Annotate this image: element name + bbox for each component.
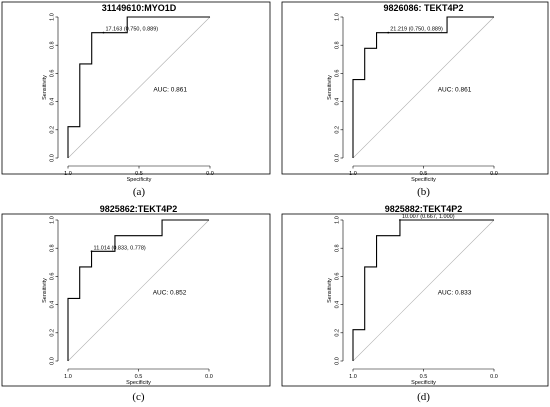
threshold-point <box>90 250 93 253</box>
reference-diagonal <box>67 219 210 362</box>
x-tick-label: 0.5 <box>135 374 143 380</box>
x-tick-label: 1.0 <box>64 171 72 177</box>
threshold-annotation: 10.007 (0.667, 1.000) <box>402 214 455 220</box>
y-tick-label: 0.6 <box>50 273 56 281</box>
x-tick-label: 1.0 <box>349 171 357 177</box>
x-tick-label: 0.5 <box>420 374 428 380</box>
y-axis-label: Sensitivity <box>42 278 48 303</box>
y-tick-label: 0.6 <box>335 70 341 78</box>
y-tick-label: 0.8 <box>50 41 56 49</box>
panel-caption: (c) <box>132 391 145 403</box>
auc-label: AUC: 0.861 <box>153 87 187 94</box>
chart-title: 9825862:TEKT4P2 <box>100 204 178 214</box>
x-tick-label: 1.0 <box>349 374 357 380</box>
threshold-annotation: 11.014 (0.833, 0.778) <box>94 245 146 251</box>
y-tick-label: 1.0 <box>50 216 56 224</box>
y-tick-label: 0.2 <box>50 126 56 134</box>
reference-diagonal <box>67 16 211 159</box>
x-tick-label: 0.0 <box>490 171 498 177</box>
threshold-annotation: 21.219 (0.750, 0.889) <box>390 27 443 33</box>
panel-frame <box>281 213 549 387</box>
y-tick-label: 0.6 <box>335 273 341 281</box>
y-tick-label: 0.8 <box>50 244 56 252</box>
x-tick-label: 0.5 <box>420 171 428 177</box>
auc-label: AUC: 0.833 <box>438 290 472 297</box>
y-tick-label: 0.0 <box>50 357 56 365</box>
roc-panel: 9825882:TEKT4P2 0.0 0.2 0.4 0.6 0.8 1.0 Sensiti… <box>281 204 549 403</box>
x-tick-label: 0.0 <box>205 374 213 380</box>
y-tick-label: 0.0 <box>50 154 56 162</box>
x-tick-label: 0.0 <box>206 171 214 177</box>
panel-frame <box>1 1 271 175</box>
y-tick-label: 0.4 <box>50 301 56 309</box>
y-tick-label: 0.2 <box>335 126 341 134</box>
y-axis-label: Sensitivity <box>42 75 48 100</box>
y-tick-label: 0.4 <box>335 98 341 106</box>
roc-panel: 9826086: TEKT4P2 0.0 0.2 0.4 0.6 0.8 1.0 Sensit… <box>281 1 549 198</box>
auc-label: AUC: 0.852 <box>153 290 187 297</box>
y-tick-label: 1.0 <box>335 13 341 21</box>
y-tick-label: 0.8 <box>335 41 341 49</box>
x-tick-label: 0.5 <box>135 171 143 177</box>
y-tick-label: 1.0 <box>50 13 56 21</box>
x-tick-label: 0.0 <box>490 374 498 380</box>
threshold-point <box>387 31 390 34</box>
panel-caption: (b) <box>417 186 430 198</box>
reference-diagonal <box>352 16 495 159</box>
y-axis-label: Sensitivity <box>327 75 333 100</box>
y-tick-label: 0.4 <box>50 98 56 106</box>
y-tick-label: 0.4 <box>335 301 341 309</box>
y-tick-label: 0.8 <box>335 244 341 252</box>
threshold-annotation: 17.163 (0.750, 0.889) <box>106 27 159 33</box>
roc-curve <box>352 16 494 158</box>
roc-curve <box>352 219 494 361</box>
y-tick-label: 0.2 <box>50 329 56 337</box>
threshold-point <box>102 31 105 34</box>
panel-frame <box>281 1 549 175</box>
threshold-point <box>399 219 401 221</box>
y-axis-label: Sensitivity <box>327 278 333 303</box>
roc-panel: 31149610:MYO1D 0.0 0.2 0.4 0.6 0.8 1.0 Sensitiv… <box>1 1 271 198</box>
roc-panel: 9825862:TEKT4P2 0.0 0.2 0.4 0.6 0.8 1.0 Sensiti… <box>1 204 271 403</box>
panel-frame <box>1 213 271 387</box>
chart-title: 9826086: TEKT4P2 <box>383 3 463 13</box>
y-tick-label: 0.6 <box>50 70 56 78</box>
x-axis-label: Specificity <box>411 380 436 386</box>
auc-label: AUC: 0.861 <box>438 87 472 94</box>
y-tick-label: 0.0 <box>335 357 341 365</box>
x-axis-label: Specificity <box>127 177 152 183</box>
y-tick-label: 0.2 <box>335 329 341 337</box>
y-tick-label: 0.0 <box>335 154 341 162</box>
panel-caption: (d) <box>417 391 430 403</box>
chart-title: 31149610:MYO1D <box>102 3 177 13</box>
reference-diagonal <box>352 219 495 362</box>
x-axis-label: Specificity <box>411 177 436 183</box>
roc-curve <box>67 16 210 158</box>
panel-caption: (a) <box>133 186 146 198</box>
y-tick-label: 1.0 <box>335 216 341 224</box>
x-tick-label: 1.0 <box>64 374 72 380</box>
chart-title: 9825882:TEKT4P2 <box>385 204 463 214</box>
x-axis-label: Specificity <box>126 380 151 386</box>
